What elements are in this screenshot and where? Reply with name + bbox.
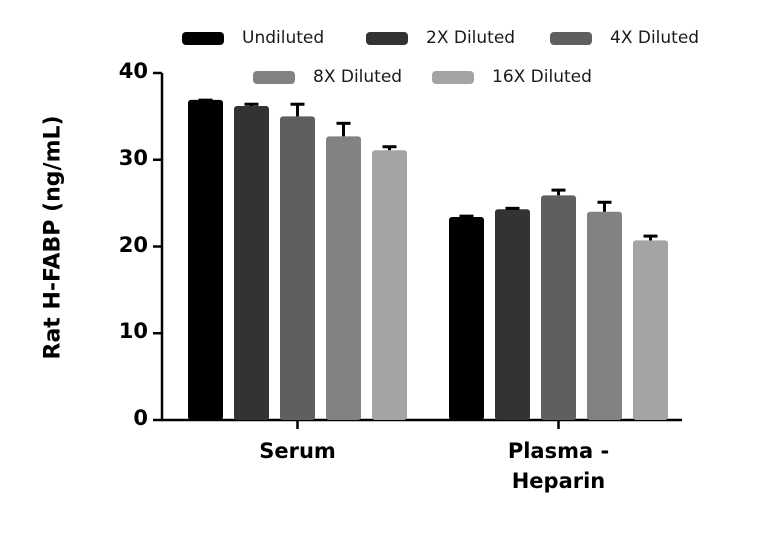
legend-item: 2X Diluted xyxy=(366,28,515,48)
y-tick-label: 30 xyxy=(118,145,148,170)
bar xyxy=(449,217,484,420)
legend-label: Undiluted xyxy=(242,28,325,48)
legend-item: 4X Diluted xyxy=(550,28,699,48)
legend-label: 4X Diluted xyxy=(610,28,700,48)
legend-label: 2X Diluted xyxy=(426,28,516,48)
y-tick-label: 40 xyxy=(118,59,148,83)
bar xyxy=(372,150,407,420)
bar xyxy=(234,105,269,420)
bar xyxy=(188,99,223,420)
y-tick-label: 10 xyxy=(118,319,148,344)
bar xyxy=(541,195,576,420)
bar xyxy=(280,116,315,420)
legend-label: 8X Diluted xyxy=(313,67,403,87)
legend-item: Undiluted xyxy=(182,28,324,48)
bar xyxy=(633,240,668,420)
bar xyxy=(495,209,530,420)
x-category-label: Serum xyxy=(259,439,336,463)
legend-swatch xyxy=(550,31,592,45)
legend-label: 16X Diluted xyxy=(492,67,592,87)
legend-swatch xyxy=(182,31,224,45)
y-tick-label: 0 xyxy=(133,406,148,430)
y-tick-label: 20 xyxy=(118,232,148,257)
legend-swatch xyxy=(432,70,474,84)
bar xyxy=(587,211,622,420)
x-category-label: Plasma - Heparin xyxy=(507,439,610,493)
legend-item: 16X Diluted xyxy=(432,67,592,87)
legend-swatch xyxy=(366,31,408,45)
bar xyxy=(326,136,361,420)
legend-item: 8X Diluted xyxy=(253,67,402,87)
legend-swatch xyxy=(253,70,295,84)
